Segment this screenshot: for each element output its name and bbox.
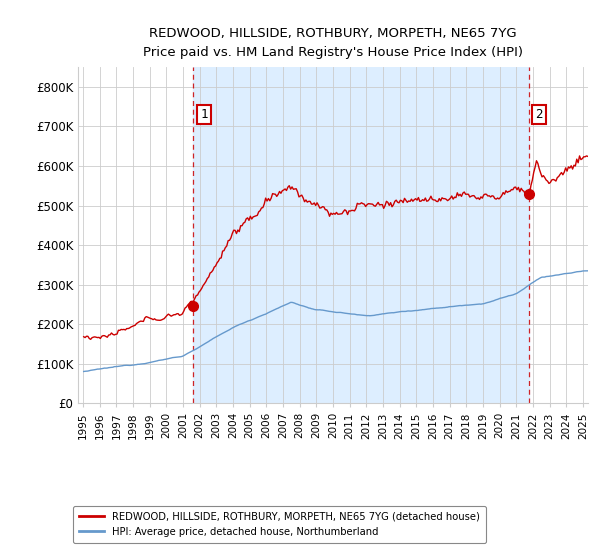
Text: 2: 2 (536, 108, 543, 121)
Title: REDWOOD, HILLSIDE, ROTHBURY, MORPETH, NE65 7YG
Price paid vs. HM Land Registry's: REDWOOD, HILLSIDE, ROTHBURY, MORPETH, NE… (143, 27, 523, 59)
Bar (193, 67, 529, 403)
Legend: REDWOOD, HILLSIDE, ROTHBURY, MORPETH, NE65 7YG (detached house), HPI: Average pr: REDWOOD, HILLSIDE, ROTHBURY, MORPETH, NE… (73, 506, 485, 543)
Text: 1: 1 (200, 108, 208, 121)
